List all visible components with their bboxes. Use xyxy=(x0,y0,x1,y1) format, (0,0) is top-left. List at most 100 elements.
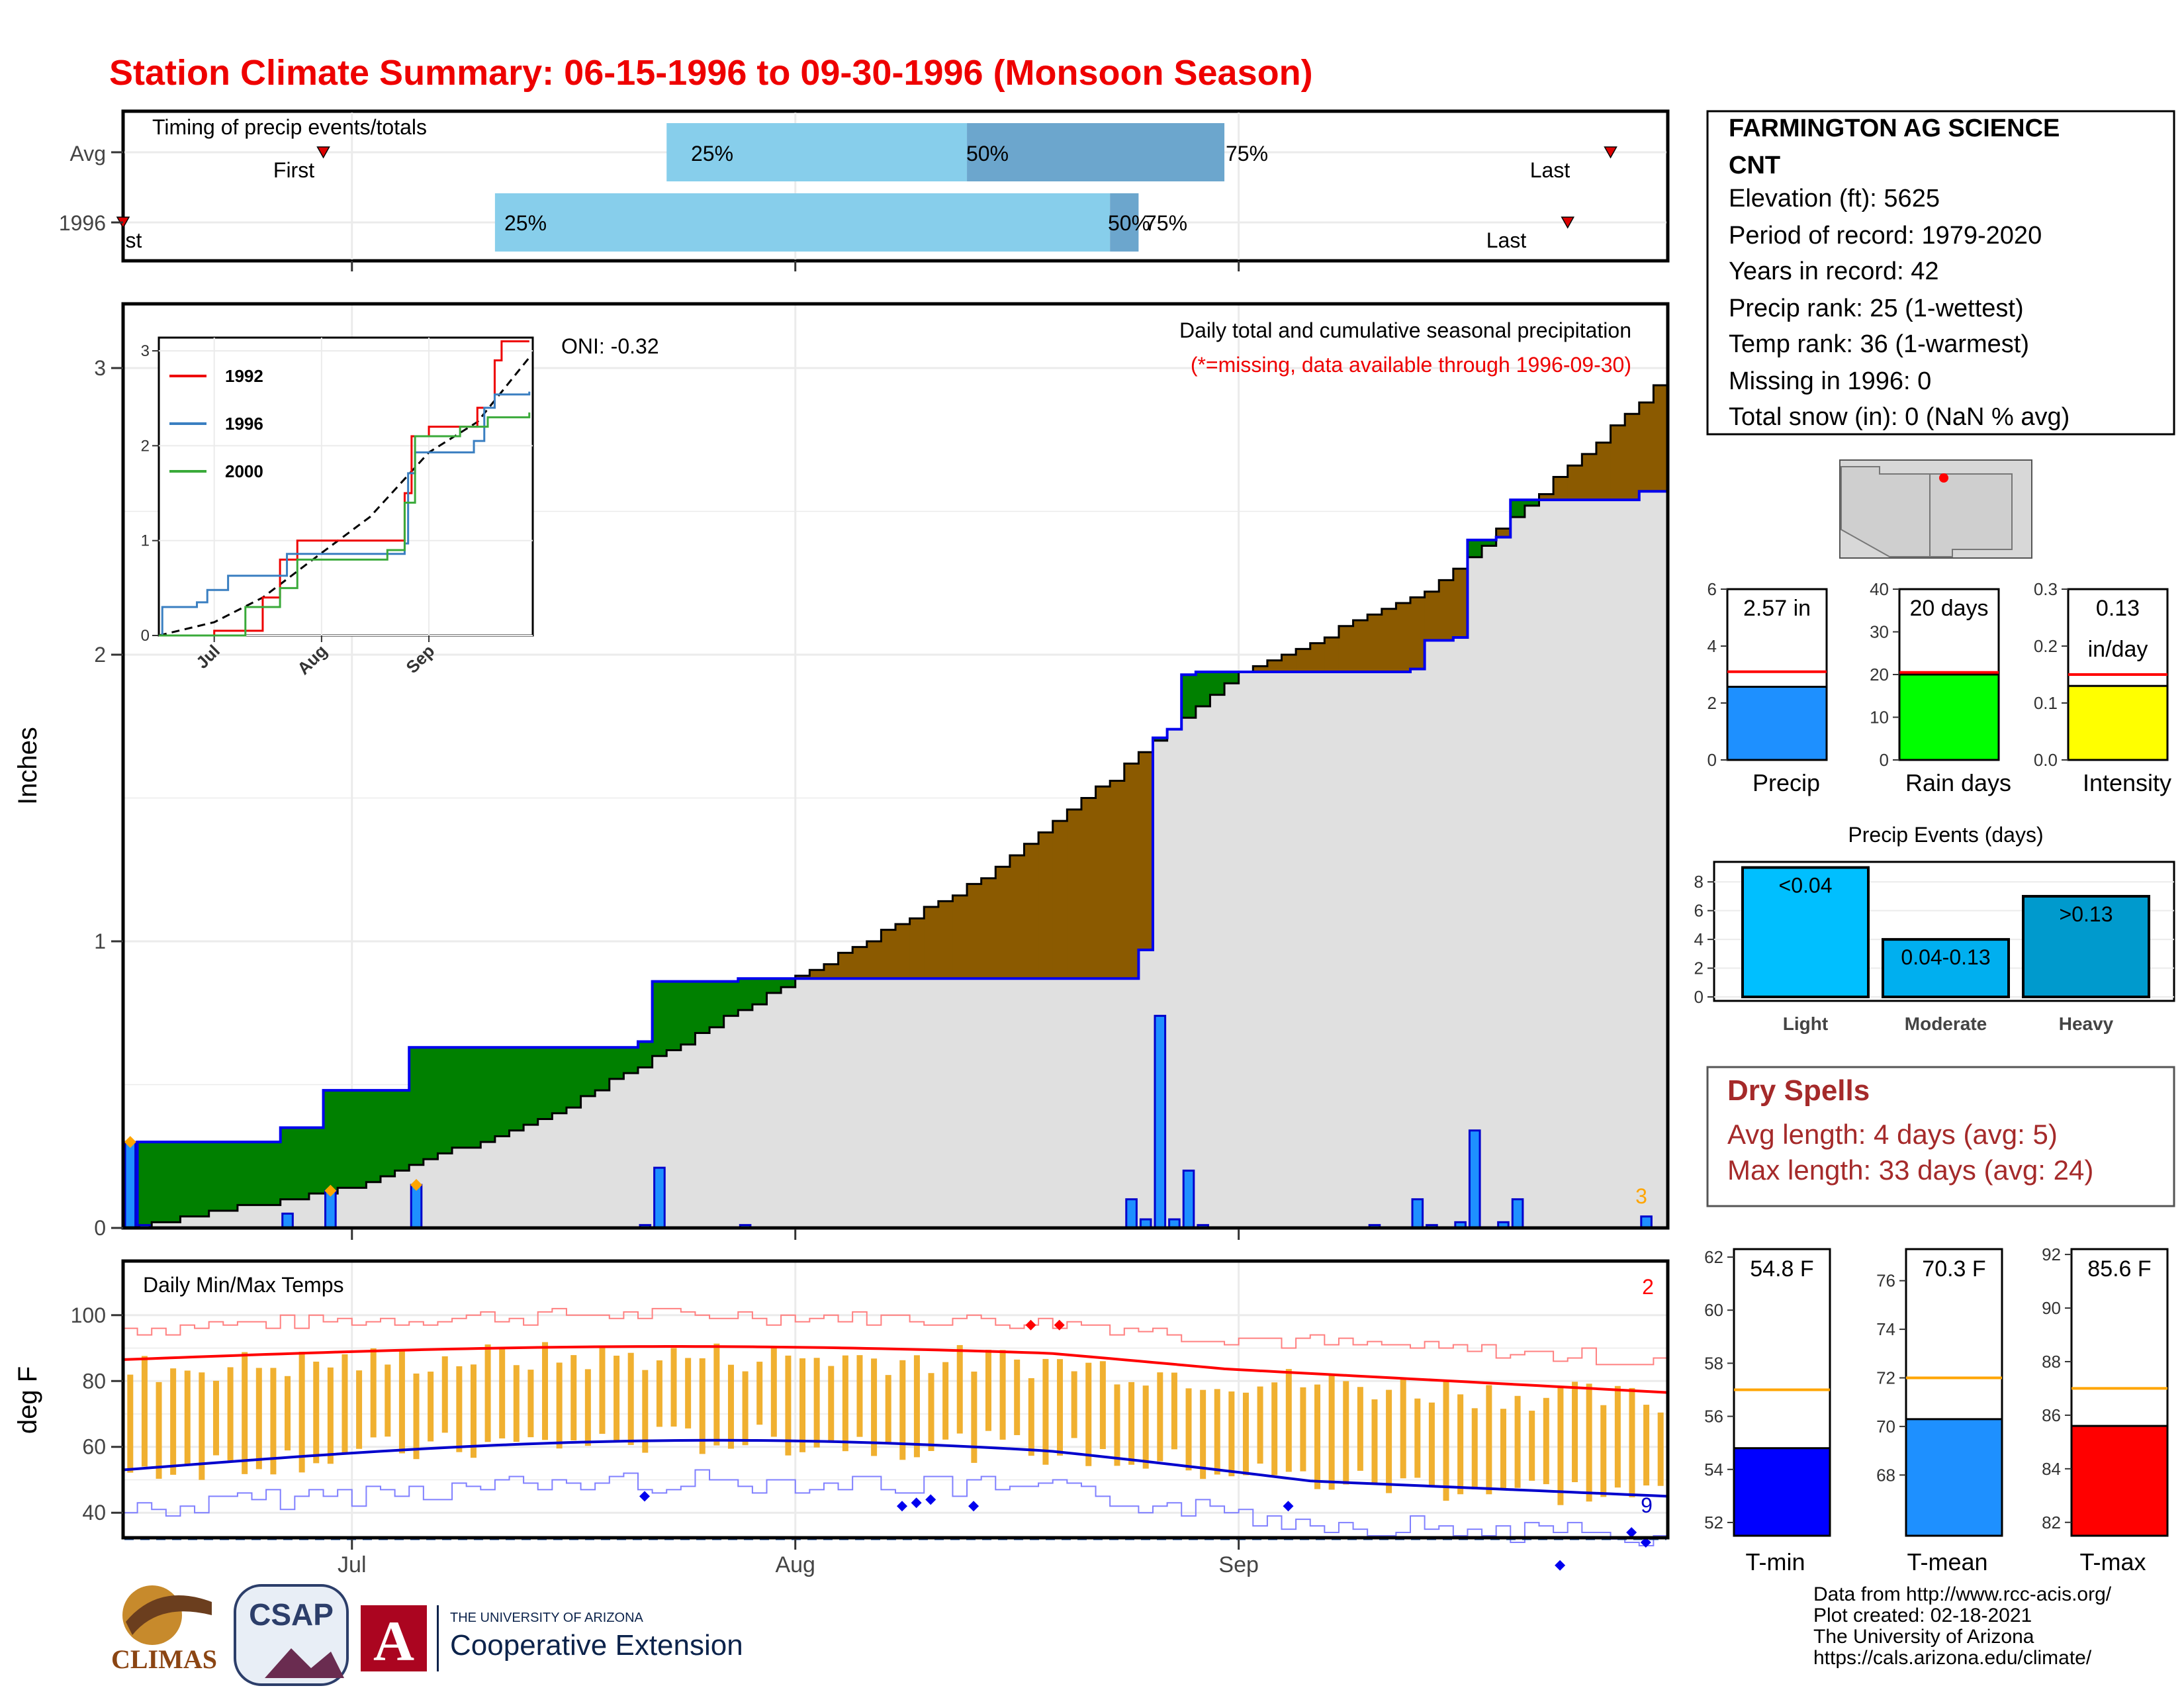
cum-base-day-33 xyxy=(595,1090,610,1228)
timing-1996-last-label: Last xyxy=(1486,228,1527,252)
record-low-marker-4 xyxy=(968,1501,979,1512)
cum-base-day-74 xyxy=(1181,718,1197,1228)
cum-diff-day-94 xyxy=(1467,539,1482,557)
tmax-avg-line xyxy=(122,1345,1668,1394)
cum-base-day-22 xyxy=(437,1153,453,1228)
cum-diff-day-71 xyxy=(1138,752,1154,950)
temp-summary-tick-label-T-max-4: 90 xyxy=(2042,1298,2061,1318)
temp-summary-bar-T-mean xyxy=(1905,1418,2003,1537)
temp-range-bar-72 xyxy=(1157,1372,1163,1462)
summary-bars: 0 2 4 6 2.57 in Precip 0 10 20 30 40 20 days Rain da… xyxy=(1707,579,2172,796)
cum-base-day-95 xyxy=(1482,545,1497,1229)
cum-base-day-92 xyxy=(1439,640,1454,1228)
cum-diff-day-8 xyxy=(237,1142,252,1205)
cum-diff-day-99 xyxy=(1539,494,1554,500)
cum-diff-day-86 xyxy=(1353,620,1368,672)
temp-summary-tick-label-T-min-1: 54 xyxy=(1704,1460,1723,1479)
temp-range-bar-17 xyxy=(370,1348,377,1438)
footer-plot-created: Plot created: 02-18-2021 xyxy=(1813,1605,2032,1626)
summary-tick-label-Rain days-2: 20 xyxy=(1870,665,1889,684)
cum-diff-day-35 xyxy=(623,1047,639,1074)
temp-range-bar-43 xyxy=(742,1371,749,1446)
temp-range-bar-47 xyxy=(799,1358,806,1452)
cum-diff-day-97 xyxy=(1510,500,1525,518)
cum-base-day-2 xyxy=(152,1222,167,1228)
events-bar-label-Light: Light xyxy=(1783,1013,1828,1034)
cum-diff-day-25 xyxy=(480,1047,496,1143)
cum-diff-day-81 xyxy=(1281,655,1297,672)
cum-diff-day-46 xyxy=(781,978,796,988)
cum-base-day-87 xyxy=(1367,671,1383,1228)
cum-diff-day-11 xyxy=(280,1127,295,1199)
temp-range-bar-3 xyxy=(170,1368,177,1475)
summary-tick-label-Intensity-1: 0.1 xyxy=(2034,693,2058,713)
inset-legend-label-1996: 1996 xyxy=(225,414,263,434)
cum-diff-day-29 xyxy=(537,1047,553,1119)
temp-range-bar-8 xyxy=(242,1352,248,1474)
climas-logo-text: CLIMAS xyxy=(111,1644,217,1674)
temp-summary-tick-label-T-mean-0: 68 xyxy=(1876,1465,1895,1485)
cum-diff-day-68 xyxy=(1095,786,1111,979)
cum-diff-day-90 xyxy=(1410,597,1426,669)
temp-summary-tick-label-T-max-3: 88 xyxy=(2042,1352,2061,1372)
dry-spells-max: Max length: 33 days (avg: 24) xyxy=(1727,1154,2093,1186)
cum-diff-day-19 xyxy=(394,1090,410,1171)
cum-diff-day-91 xyxy=(1424,591,1439,641)
temp-range-bar-78 xyxy=(1242,1392,1249,1476)
timing-1996-q50-label: 50% xyxy=(1108,211,1150,235)
cum-diff-day-87 xyxy=(1367,614,1383,672)
cum-base-day-64 xyxy=(1038,978,1054,1228)
temp-range-bar-49 xyxy=(828,1366,835,1441)
inset-legend-label-1992: 1992 xyxy=(225,366,263,386)
cum-diff-day-53 xyxy=(881,929,896,979)
month-axis: Jul Aug Sep xyxy=(338,1539,1259,1577)
temp-range-bar-26 xyxy=(499,1348,506,1438)
cum-diff-day-16 xyxy=(351,1090,367,1188)
cum-base-day-76 xyxy=(1210,694,1225,1228)
cum-diff-day-30 xyxy=(552,1047,567,1113)
station-precip-rank: Precip rank: 25 (1-wettest) xyxy=(1729,295,2024,322)
temp-range-bar-32 xyxy=(584,1369,591,1446)
temp-range-bar-13 xyxy=(313,1361,320,1464)
cum-diff-day-104 xyxy=(1610,425,1625,500)
precip-y-tick-label-2: 2 xyxy=(94,643,106,667)
cum-base-day-59 xyxy=(967,978,982,1228)
station-missing: Missing in 1996: 0 xyxy=(1729,367,1931,395)
cum-base-day-38 xyxy=(666,1050,682,1228)
month-label-0: Jul xyxy=(338,1552,366,1577)
cum-diff-day-37 xyxy=(652,981,667,1056)
temp-range-bar-84 xyxy=(1328,1374,1335,1490)
cum-base-day-43 xyxy=(738,1009,753,1228)
cum-base-day-102 xyxy=(1582,500,1597,1229)
cum-base-day-57 xyxy=(938,978,953,1228)
events-bar-Moderate xyxy=(1882,938,2010,999)
cum-base-day-34 xyxy=(609,1078,624,1228)
cum-diff-day-75 xyxy=(1195,671,1210,706)
cum-diff-day-88 xyxy=(1381,608,1396,672)
cum-diff-day-26 xyxy=(494,1047,510,1137)
record-high-line xyxy=(123,1307,1668,1366)
temp-range-bar-34 xyxy=(614,1355,620,1441)
cum-base-day-9 xyxy=(251,1205,267,1228)
cum-base-day-96 xyxy=(1496,537,1511,1228)
precip-y-axis: 0 1 2 3 xyxy=(94,356,1240,1240)
precip-extreme-count: 3 xyxy=(1635,1184,1647,1208)
cum-diff-day-93 xyxy=(1453,569,1468,638)
temp-range-bar-60 xyxy=(985,1350,991,1431)
temp-summary-label-T-mean: T-mean xyxy=(1907,1548,1987,1575)
cum-diff-day-59 xyxy=(967,884,982,979)
station-info-box: FARMINGTON AG SCIENCE CNT Elevation (ft)… xyxy=(1706,110,2175,436)
temp-range-bar-95 xyxy=(1486,1385,1492,1495)
temp-range-bar-7 xyxy=(227,1367,234,1461)
cum-diff-day-54 xyxy=(895,924,911,979)
daily-precip-bar-1996-09-29 xyxy=(1640,1215,1653,1229)
cum-base-day-103 xyxy=(1596,500,1612,1229)
cum-diff-day-65 xyxy=(1052,821,1068,979)
summary-tick-label-Intensity-3: 0.3 xyxy=(2034,579,2058,599)
cum-diff-day-36 xyxy=(638,1041,653,1068)
station-info-frame xyxy=(1706,110,2175,436)
temp-bg xyxy=(123,1261,1668,1538)
precip-y-tick-label-1: 1 xyxy=(94,929,106,953)
timing-bar-q50-q75-1996 xyxy=(1110,193,1139,252)
temp-range-bar-70 xyxy=(1128,1382,1135,1465)
